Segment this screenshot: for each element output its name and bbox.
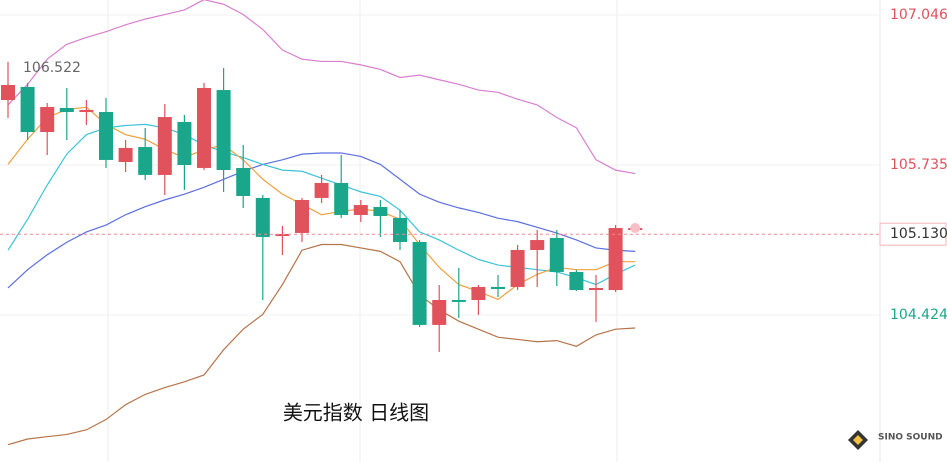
indicator-line — [7, 0, 636, 175]
candle-body — [393, 217, 407, 242]
last-price-label: 105.130 — [890, 226, 947, 242]
candle-body — [118, 147, 133, 163]
y-tick-label: 105.735 — [890, 157, 947, 173]
candle-body — [40, 106, 55, 133]
indicator-line — [7, 243, 636, 446]
candle-body — [589, 287, 603, 291]
candle-body — [569, 271, 584, 291]
candle-body — [157, 117, 172, 175]
candle-body — [491, 286, 505, 290]
plot: 107.046 105.735 104.424 105.130 106.522 — [0, 0, 947, 446]
y-tick-label: 107.046 — [890, 7, 947, 23]
y-tick-label: 104.424 — [890, 307, 947, 323]
candle-body — [177, 121, 192, 165]
candle-body — [314, 182, 329, 198]
indicator-line — [7, 152, 636, 289]
candle-body — [412, 241, 427, 325]
candle-body — [295, 199, 309, 233]
candle-body — [79, 109, 94, 113]
candle-body — [608, 228, 623, 291]
candle-body — [59, 108, 74, 113]
candle-body — [530, 240, 545, 250]
candle-body — [275, 233, 290, 237]
candle-body — [255, 197, 270, 237]
last-price-glow — [630, 223, 641, 234]
brand: SINO SOUND — [878, 433, 943, 443]
last-price-box — [879, 222, 947, 246]
candle-body — [216, 90, 231, 171]
logo: SINO SOUND — [848, 430, 943, 450]
candle-body — [510, 249, 525, 287]
annotation: 106.522 — [23, 60, 81, 76]
candle-body — [138, 147, 153, 175]
candle-body — [236, 167, 251, 196]
candle-body — [373, 206, 388, 217]
candle-body — [549, 237, 564, 272]
candle-body — [334, 182, 349, 215]
candle-body — [353, 205, 368, 215]
candle-body — [432, 299, 447, 325]
logo-icon — [853, 435, 863, 445]
candle-body — [1, 85, 15, 100]
candle-body — [451, 299, 466, 302]
candle-body — [197, 87, 211, 168]
candle-body — [471, 286, 486, 300]
candle-body — [99, 112, 113, 160]
chart-title: 美元指数 日线图 — [283, 401, 429, 425]
candle-body — [20, 86, 35, 133]
